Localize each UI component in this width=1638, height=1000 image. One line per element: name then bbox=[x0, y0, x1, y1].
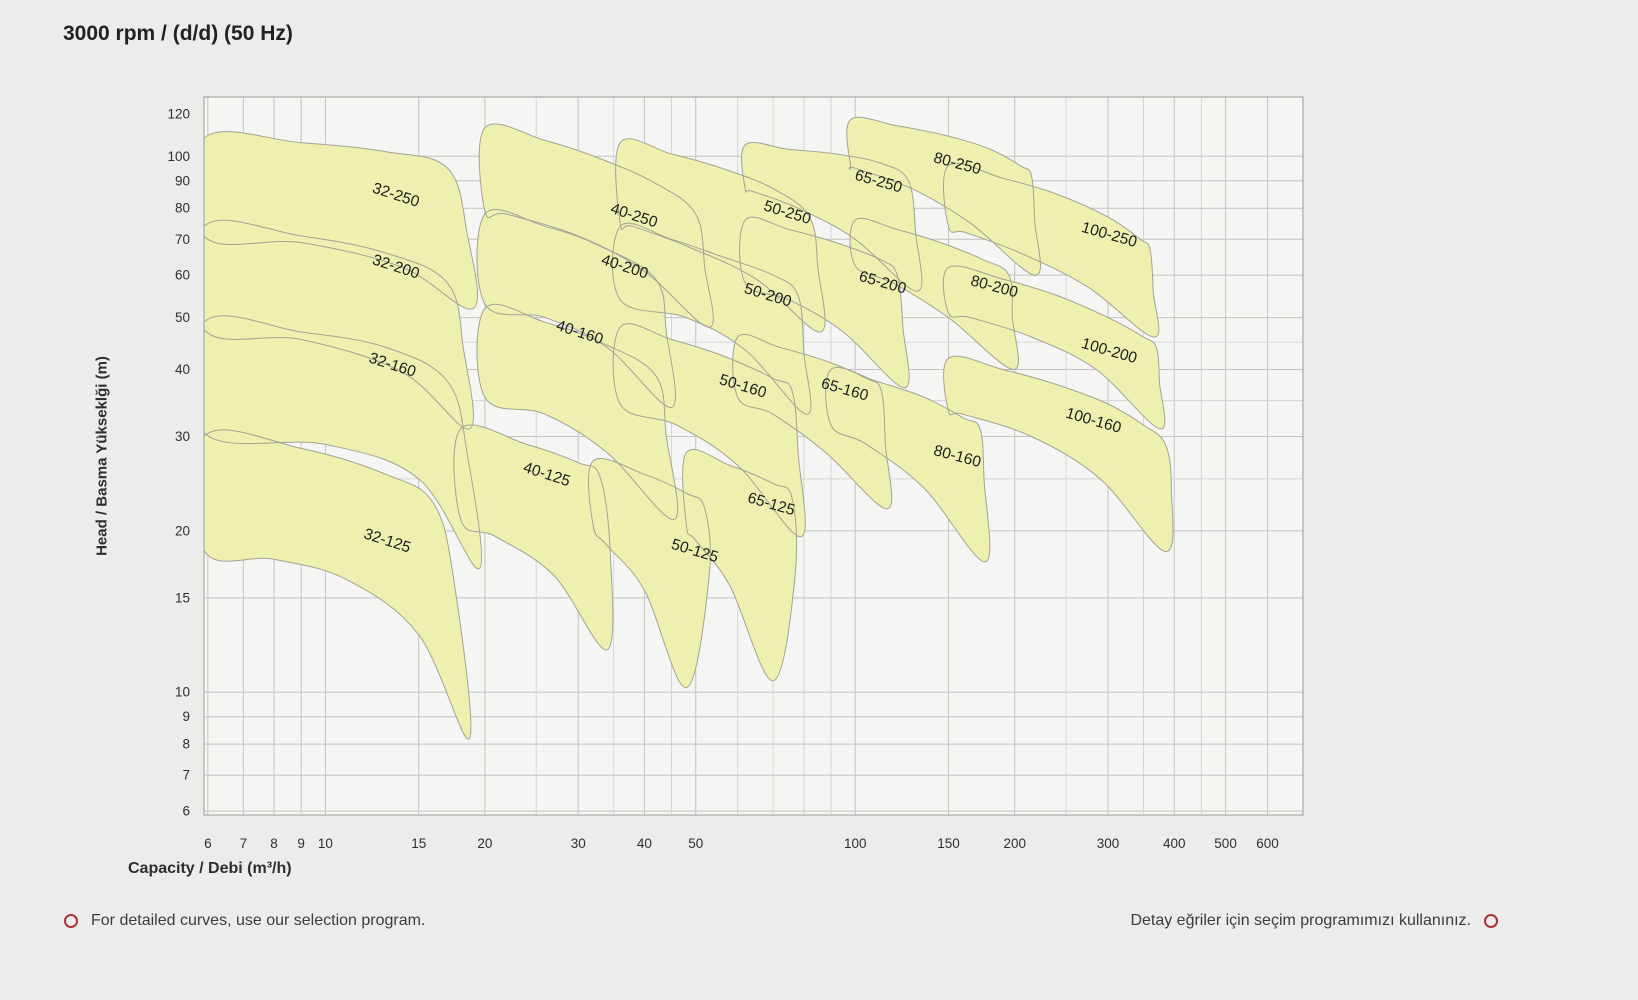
y-tick-label-10: 10 bbox=[175, 685, 190, 700]
pump-region-outline-50-250 bbox=[615, 138, 826, 333]
y-axis-title: Head / Basma Yükseklği (m) bbox=[93, 356, 111, 556]
y-tick-label-20: 20 bbox=[175, 523, 190, 538]
y-tick-labels: 6 7 8 9 10 15 20 30 40 50 60 70 80 90 100 120 bbox=[167, 106, 190, 818]
pump-region-outline-100-250 bbox=[943, 162, 1160, 338]
pump-region-outline-32-160 bbox=[204, 315, 483, 570]
pump-region-fill-32-250 bbox=[204, 131, 478, 310]
x-tick-label-15: 15 bbox=[411, 836, 426, 851]
pump-region-outline-32-250 bbox=[204, 131, 479, 310]
y-tick-label-80: 80 bbox=[175, 201, 190, 216]
red-circle-icon bbox=[64, 914, 78, 928]
x-tick-label-9: 9 bbox=[297, 836, 305, 851]
pump-region-fill-100-200 bbox=[943, 265, 1165, 429]
y-tick-label-50: 50 bbox=[175, 310, 190, 325]
y-tick-label-9: 9 bbox=[182, 709, 190, 724]
pump-region-outline-32-200 bbox=[204, 219, 474, 430]
x-tick-label-8: 8 bbox=[270, 836, 278, 851]
pump-region-outline-40-160 bbox=[476, 303, 679, 521]
y-tick-label-30: 30 bbox=[175, 429, 190, 444]
x-tick-label-600: 600 bbox=[1256, 836, 1279, 851]
y-tick-label-60: 60 bbox=[175, 268, 190, 283]
y-tick-label-120: 120 bbox=[167, 106, 190, 121]
y-tick-label-8: 8 bbox=[182, 737, 190, 752]
x-tick-label-6: 6 bbox=[204, 836, 212, 851]
pump-region-outline-50-160 bbox=[612, 323, 806, 538]
x-tick-label-30: 30 bbox=[571, 836, 586, 851]
pump-region-fill-80-200 bbox=[849, 218, 1019, 370]
pump-region-outline-65-160 bbox=[732, 333, 893, 510]
red-circle-icon bbox=[1484, 914, 1498, 928]
x-tick-label-150: 150 bbox=[937, 836, 960, 851]
x-tick-label-7: 7 bbox=[240, 836, 248, 851]
footer-text-en: For detailed curves, use our selection p… bbox=[91, 912, 426, 929]
footer-note-tr: Detay eğriler için seçim programımızı ku… bbox=[1130, 912, 1498, 930]
x-tick-label-40: 40 bbox=[637, 836, 652, 851]
pump-region-outline-80-250 bbox=[846, 116, 1041, 276]
pump-region-outline-40-200 bbox=[476, 209, 676, 408]
y-tick-label-15: 15 bbox=[175, 590, 190, 605]
pump-region-outline-65-250 bbox=[741, 141, 923, 292]
pump-region-fill-100-160 bbox=[943, 356, 1174, 552]
y-tick-label-6: 6 bbox=[182, 804, 190, 819]
pump-region-outline-80-160 bbox=[825, 366, 991, 563]
pump-region-fill-65-125 bbox=[682, 449, 797, 681]
y-tick-label-70: 70 bbox=[175, 232, 190, 247]
region-outlines bbox=[204, 116, 1174, 740]
pump-region-outline-50-125 bbox=[588, 458, 711, 689]
x-tick-label-200: 200 bbox=[1003, 836, 1026, 851]
pump-region-outline-40-250 bbox=[478, 123, 714, 328]
pump-region-outline-32-125 bbox=[204, 429, 472, 740]
footer-text-tr: Detay eğriler için seçim programımızı ku… bbox=[1130, 912, 1471, 929]
pump-region-outline-40-125 bbox=[453, 424, 614, 651]
pump-region-outline-65-125 bbox=[682, 448, 798, 682]
pump-region-outline-80-200 bbox=[849, 217, 1019, 371]
pump-region-fill-100-250 bbox=[943, 163, 1159, 338]
pump-region-fill-32-200 bbox=[204, 220, 474, 429]
pump-region-outline-100-200 bbox=[942, 265, 1166, 430]
x-tick-labels: 6 7 8 9 10 15 20 30 40 50 100 150 200 300 400 500 600 bbox=[204, 836, 1279, 851]
pump-region-fill-32-125 bbox=[204, 429, 471, 739]
page-title: 3000 rpm / (d/d) (50 Hz) bbox=[63, 22, 293, 45]
pump-region-fill-80-160 bbox=[825, 367, 990, 562]
pump-region-outline-100-160 bbox=[943, 355, 1174, 553]
x-tick-label-500: 500 bbox=[1214, 836, 1237, 851]
y-tick-label-40: 40 bbox=[175, 362, 190, 377]
y-tick-label-100: 100 bbox=[167, 149, 190, 164]
x-axis-title: Capacity / Debi (m³/h) bbox=[128, 860, 292, 877]
pump-region-outline-65-200 bbox=[739, 216, 910, 389]
y-tick-label-7: 7 bbox=[182, 768, 190, 783]
x-tick-label-400: 400 bbox=[1163, 836, 1186, 851]
x-tick-label-10: 10 bbox=[318, 836, 333, 851]
footer-note-en: For detailed curves, use our selection p… bbox=[64, 912, 425, 930]
y-tick-label-90: 90 bbox=[175, 173, 190, 188]
pump-region-fill-40-125 bbox=[453, 424, 613, 650]
pump-region-outline-50-200 bbox=[611, 222, 812, 415]
x-tick-label-50: 50 bbox=[688, 836, 703, 851]
x-tick-label-300: 300 bbox=[1097, 836, 1120, 851]
x-tick-label-100: 100 bbox=[844, 836, 867, 851]
pump-region-fill-50-125 bbox=[588, 458, 711, 688]
plot-border bbox=[203, 96, 1304, 816]
x-tick-label-20: 20 bbox=[477, 836, 492, 851]
